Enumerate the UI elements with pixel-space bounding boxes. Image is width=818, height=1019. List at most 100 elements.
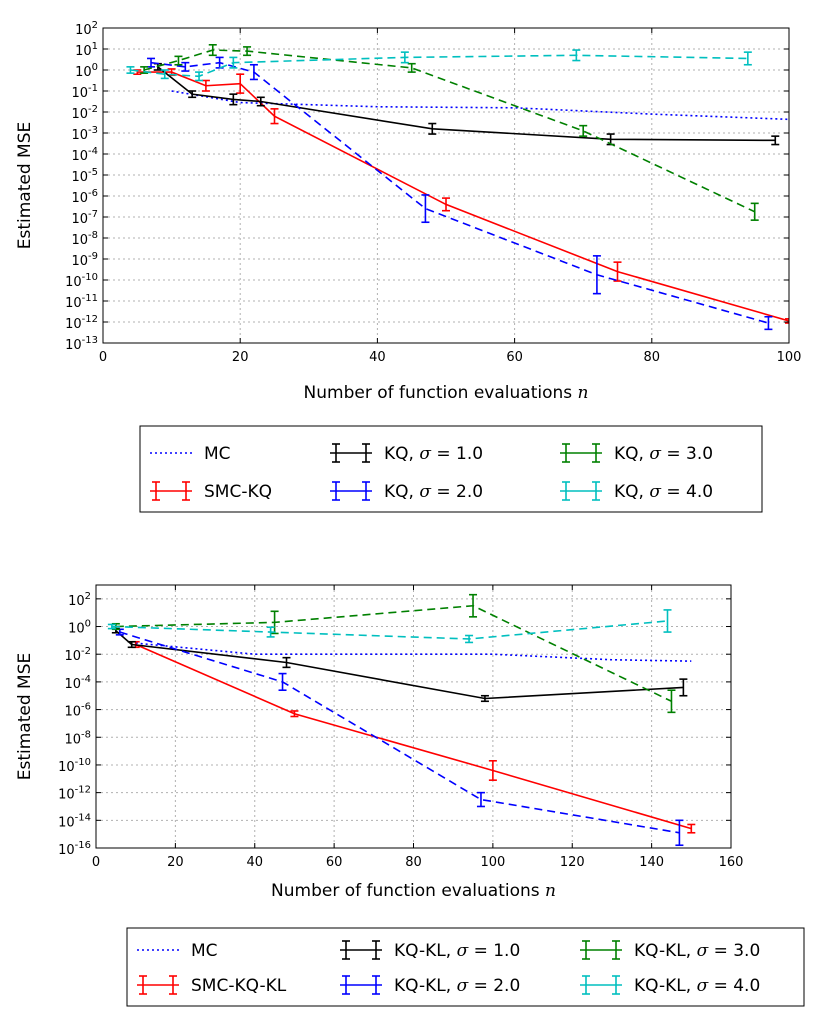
y-tick-label: 10-6 <box>71 188 98 206</box>
grid <box>96 585 731 848</box>
y-tick-label-exponent: -9 <box>88 251 98 262</box>
legend-label-sigma: σ <box>649 444 661 464</box>
error-bar <box>764 315 773 331</box>
y-tick-label-exponent: -1 <box>88 83 98 94</box>
series-line <box>171 90 789 121</box>
legend-label-sigma: σ <box>419 482 431 502</box>
y-tick-label-text: 10-6 <box>64 702 91 720</box>
error-bar <box>256 96 265 107</box>
x-axis-label-variable: n <box>578 383 589 403</box>
x-tick-label: 80 <box>405 855 422 870</box>
y-tick-label-base: 10 <box>75 23 92 38</box>
y-tick-label-base: 10 <box>71 149 88 164</box>
y-tick-label: 10-16 <box>58 840 91 858</box>
error-bar <box>572 49 581 62</box>
legend-item: KQ-KL, σ = 2.0 <box>340 975 520 996</box>
y-tick-label-text: 10-9 <box>71 251 98 269</box>
y-tick-label: 10-11 <box>65 293 98 311</box>
y-tick-label-base: 10 <box>58 815 75 830</box>
error-bar <box>266 626 275 638</box>
y-tick-label-base: 10 <box>65 296 82 311</box>
error-bar <box>476 791 485 808</box>
y-tick-label-text: 10-4 <box>71 146 98 164</box>
series-line <box>143 49 756 213</box>
legend-label-sigma: σ <box>649 482 661 502</box>
y-tick-label-base: 10 <box>68 594 85 609</box>
series-line <box>137 71 789 322</box>
legend-label-sigma: σ <box>419 444 431 464</box>
error-bar <box>249 63 258 81</box>
series-mc <box>171 90 789 121</box>
y-tick-label-text: 10-16 <box>58 840 91 858</box>
legend-label-value: = 2.0 <box>431 482 483 502</box>
series-group <box>126 43 789 331</box>
y-tick-label-text: 10-2 <box>64 646 91 664</box>
y-tick-label-exponent: -6 <box>81 702 91 713</box>
y-tick-label-base: 10 <box>58 788 75 803</box>
y-tick-label: 10-8 <box>71 230 98 248</box>
y-tick-label: 100 <box>68 619 91 637</box>
legend-label-text: KQ-KL, <box>394 941 457 961</box>
error-bar <box>160 69 169 80</box>
y-tick-label: 101 <box>75 41 98 59</box>
error-bar <box>407 62 416 73</box>
error-bar <box>400 51 409 64</box>
y-tick-label-text: 10-7 <box>71 209 98 227</box>
legend-label-sigma: σ <box>457 976 469 996</box>
y-tick-label-exponent: -10 <box>75 757 91 768</box>
legend-item: MC <box>150 444 231 464</box>
y-tick-label-base: 10 <box>71 86 88 101</box>
x-tick-label: 20 <box>232 350 249 365</box>
y-tick-label-exponent: 1 <box>92 41 98 52</box>
x-tick-label: 40 <box>246 855 263 870</box>
series-line <box>115 630 684 700</box>
y-tick-label-base: 10 <box>71 128 88 143</box>
y-tick-label-text: 10-11 <box>65 293 98 311</box>
y-tick-label-base: 10 <box>64 649 81 664</box>
y-tick-label-exponent: 0 <box>92 62 98 73</box>
error-bar <box>126 66 135 74</box>
error-bar <box>270 108 279 125</box>
y-tick-label-exponent: -11 <box>82 293 98 304</box>
legend-item: KQ, σ = 4.0 <box>560 481 713 502</box>
series-line <box>111 620 668 640</box>
y-tick-label-base: 10 <box>65 338 82 353</box>
error-bar <box>428 122 437 135</box>
x-tick-label: 140 <box>639 855 664 870</box>
error-bar <box>270 610 279 635</box>
series-kq-1-0 <box>153 62 780 146</box>
error-bar <box>592 255 601 295</box>
y-tick-label: 10-2 <box>71 104 98 122</box>
legend-label: KQ-KL, σ = 2.0 <box>394 976 520 996</box>
series-kq-kl-4-0 <box>107 609 672 644</box>
y-tick-label: 10-10 <box>58 757 91 775</box>
y-tick-label: 10-6 <box>64 702 91 720</box>
y-tick-label-text: 10-5 <box>71 167 98 185</box>
y-tick-label-exponent: -7 <box>88 209 98 220</box>
y-tick-label-text: 10-10 <box>65 272 98 290</box>
legend-label-sigma: σ <box>697 941 709 961</box>
y-tick-label-exponent: 2 <box>85 591 91 602</box>
y-tick-label-exponent: 2 <box>92 20 98 31</box>
y-tick-label-base: 10 <box>71 170 88 185</box>
x-tick-label: 160 <box>719 855 744 870</box>
chart-1: 0 20 40 60 80 10010-1310-1210-1110-1010-910-8… <box>15 20 801 513</box>
y-tick-label: 100 <box>75 62 98 80</box>
legend-label-value: = 3.0 <box>708 941 760 961</box>
series-line <box>119 631 680 834</box>
x-tick-label: 40 <box>369 350 386 365</box>
error-bar <box>282 656 291 669</box>
legend-label-value: = 3.0 <box>661 444 713 464</box>
y-tick-label-text: 10-2 <box>71 104 98 122</box>
y-tick-label-exponent: -12 <box>75 785 91 796</box>
y-tick-label-exponent: -5 <box>88 167 98 178</box>
y-tick-label-base: 10 <box>71 233 88 248</box>
error-bar <box>667 689 676 714</box>
y-tick-label-exponent: -13 <box>82 335 98 346</box>
error-bar <box>469 593 478 618</box>
error-bar <box>290 710 299 718</box>
error-bar <box>229 56 238 69</box>
y-tick-label: 10-5 <box>71 167 98 185</box>
x-axis-label: Number of function evaluations n <box>304 383 589 403</box>
